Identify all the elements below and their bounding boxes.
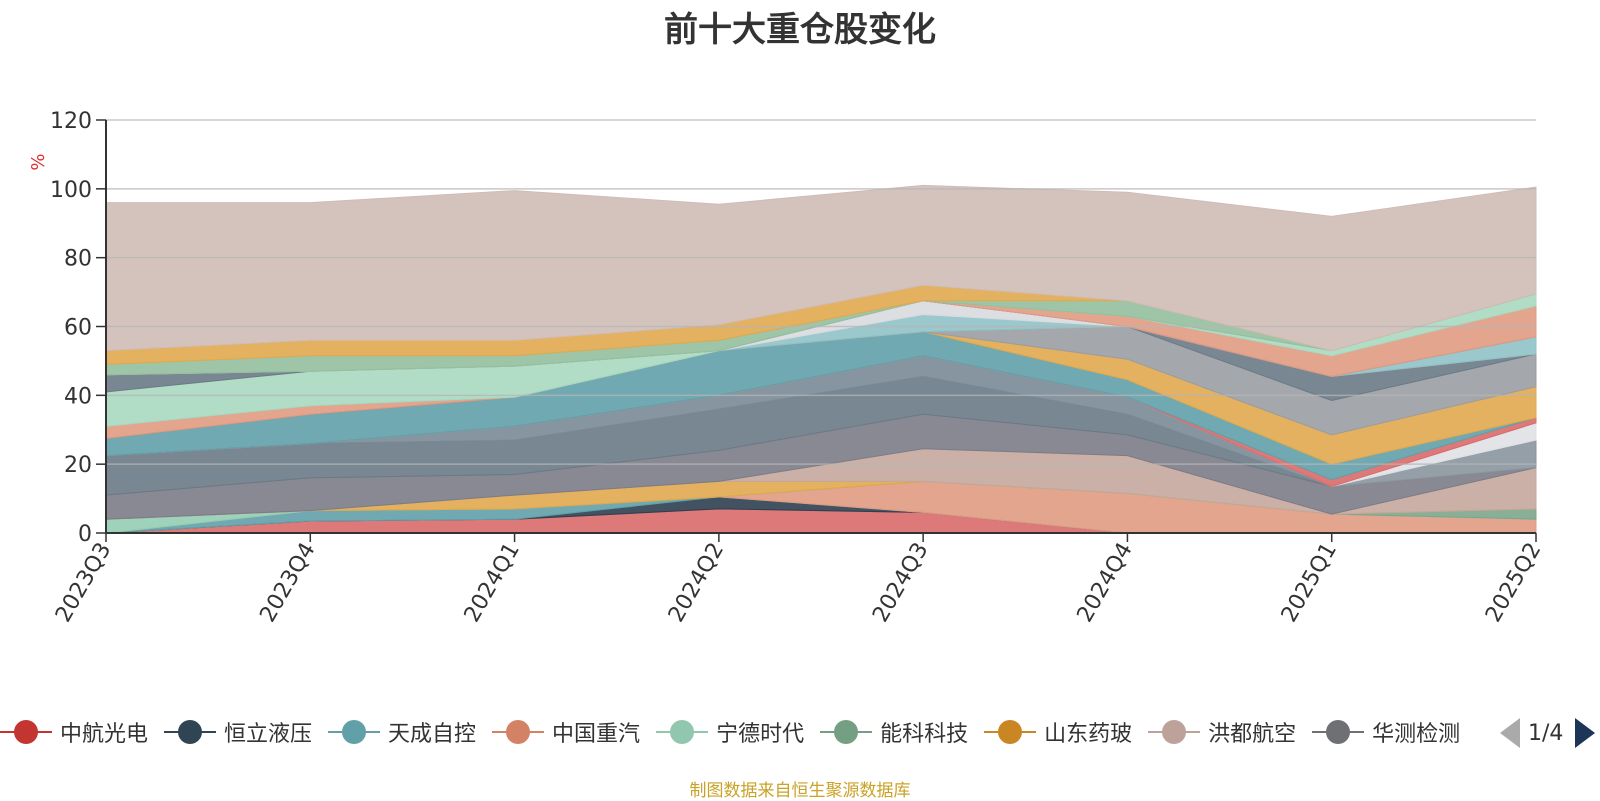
y-tick-label: 60: [64, 316, 92, 341]
legend-item[interactable]: 天成自控: [328, 716, 476, 748]
legend-marker-icon: [820, 718, 873, 746]
legend-marker-icon: [164, 718, 217, 746]
legend-label: 山东药玻: [1044, 722, 1133, 747]
legend-label: 恒立液压: [224, 722, 313, 747]
stacked-area-chart: 0 20 40 60 80 100 120 2023Q3 2023Q4 2024Q1 2024Q2 2…: [28, 109, 1546, 627]
y-axis-unit-label: %: [28, 153, 49, 170]
legend-marker-icon: [328, 718, 381, 746]
chart-title: 前十大重仓股变化: [664, 10, 936, 50]
legend-item[interactable]: 恒立液压: [164, 716, 312, 748]
legend-label: 中国重汽: [552, 722, 641, 747]
legend-item[interactable]: 宁德时代: [656, 716, 804, 748]
legend-page-indicator: 1/4: [1528, 720, 1564, 746]
legend-next-page-icon[interactable]: [1575, 718, 1596, 748]
legend-label: 能科科技: [880, 722, 969, 747]
y-tick-label: 120: [50, 109, 92, 134]
y-tick-label: 40: [64, 384, 92, 409]
legend-marker-icon: [1312, 718, 1365, 746]
legend-marker-icon: [1148, 718, 1201, 746]
legend-label: 中航光电: [60, 722, 149, 747]
x-tick-label: 2023Q4: [255, 539, 320, 627]
y-tick-label: 0: [78, 522, 92, 547]
source-note: 制图数据来自恒生聚源数据库: [689, 781, 911, 801]
legend-item[interactable]: 洪都航空: [1148, 716, 1296, 748]
y-tick-label: 100: [50, 178, 92, 203]
axes: [96, 119, 1537, 542]
area-series-28: [105, 184, 1537, 352]
y-tick-label: 20: [64, 453, 92, 478]
x-tick-label: 2024Q3: [868, 539, 933, 627]
x-tick-label: 2023Q3: [51, 539, 116, 627]
legend-label: 天成自控: [388, 722, 477, 747]
legend-item[interactable]: 华测检测: [1312, 716, 1460, 748]
grid-lines: [106, 119, 1536, 465]
legend-marker-icon: [656, 718, 709, 746]
legend-label: 宁德时代: [716, 722, 805, 747]
x-tick-label: 2025Q2: [1481, 539, 1546, 627]
legend-marker-icon: [984, 718, 1037, 746]
legend-item[interactable]: 中航光电: [0, 716, 148, 748]
y-tick-label: 80: [64, 247, 92, 272]
legend-item[interactable]: 能科科技: [820, 716, 968, 748]
legend-item[interactable]: 中国重汽: [492, 716, 640, 748]
legend: 中航光电 恒立液压 天成自控 中国重汽 宁德时代 能科科技 山东药玻 洪都航空 华测检测: [0, 716, 1470, 750]
legend-item[interactable]: 山东药玻: [984, 716, 1132, 748]
x-tick-label: 2024Q1: [460, 539, 525, 627]
legend-pager: 1/4: [1500, 716, 1596, 750]
legend-label: 华测检测: [1372, 722, 1461, 747]
x-tick-label: 2025Q1: [1277, 539, 1342, 627]
legend-label: 洪都航空: [1208, 722, 1297, 747]
legend-marker-icon: [0, 718, 52, 746]
x-tick-label: 2024Q2: [664, 539, 729, 627]
x-tick-label: 2024Q4: [1073, 539, 1138, 627]
legend-prev-page-icon[interactable]: [1500, 718, 1520, 748]
legend-marker-icon: [492, 718, 545, 746]
area-layers: [105, 184, 1537, 534]
